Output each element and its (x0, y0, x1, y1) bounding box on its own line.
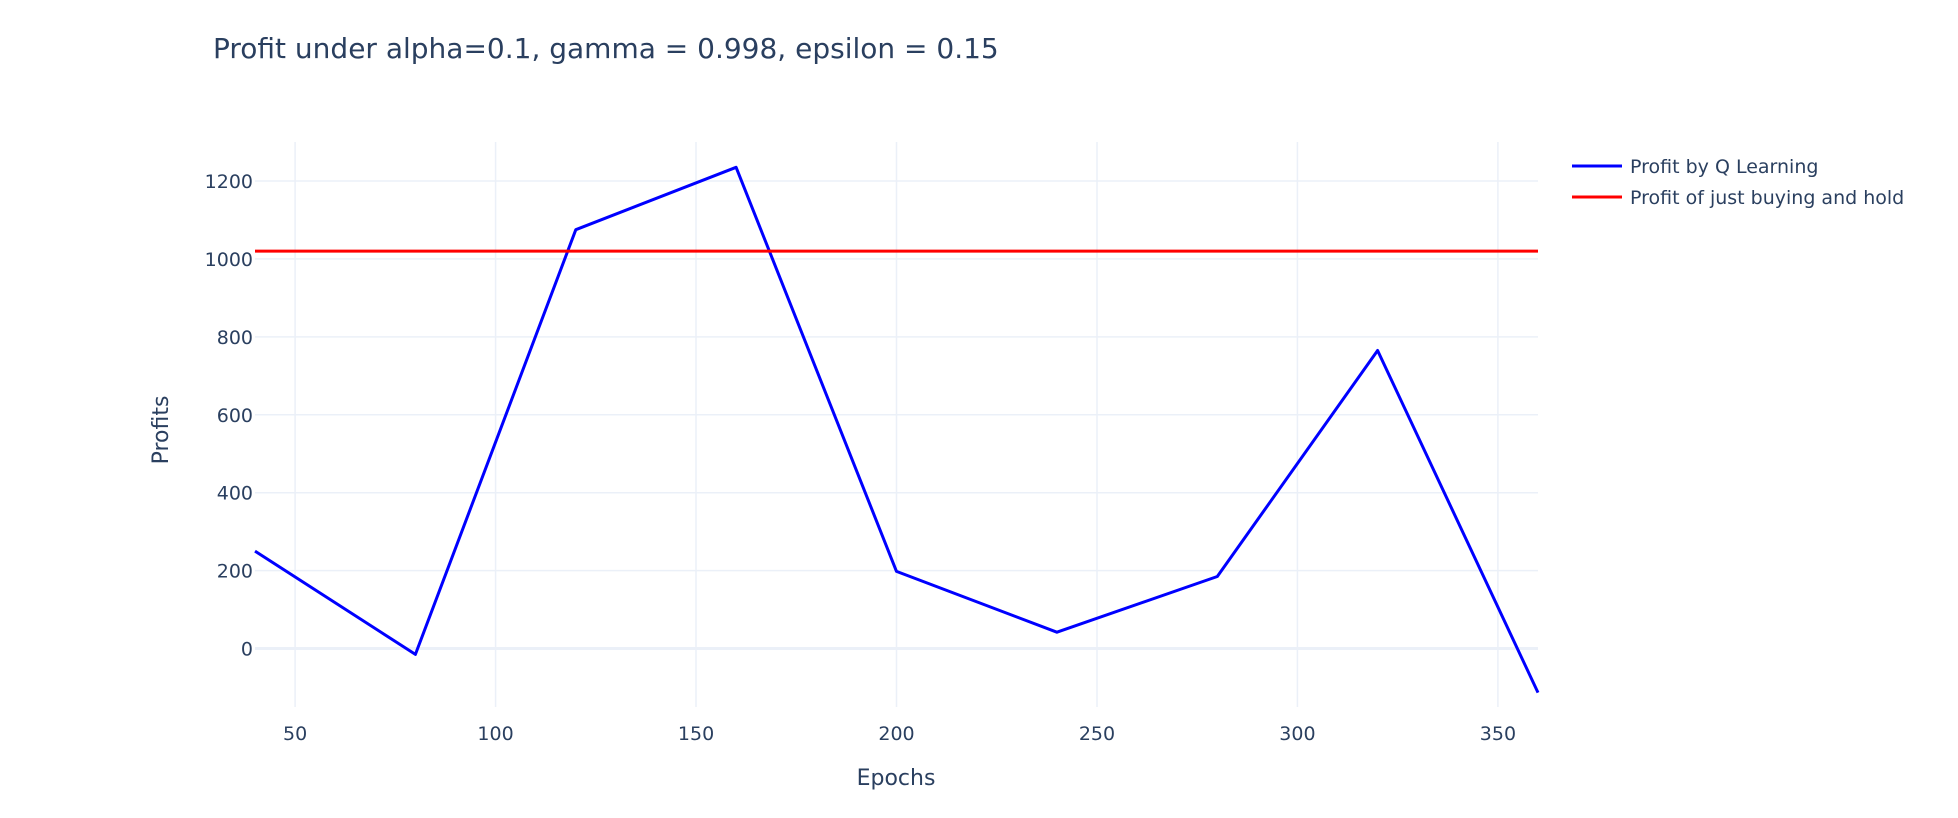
legend-label: Profit by Q Learning (1630, 156, 1818, 178)
x-tick-label: 200 (878, 723, 914, 745)
series-lines (254, 165, 1540, 694)
legend-item[interactable]: Profit of just buying and hold (1572, 187, 1904, 209)
y-tick-label: 600 (217, 405, 253, 427)
y-tick-label: 1000 (205, 249, 253, 271)
y-tick-label: 400 (217, 483, 253, 505)
y-axis-ticks: 0 200 400 600 800 1000 1200 (205, 171, 253, 661)
y-tick-label: 200 (217, 561, 253, 583)
legend: Profit by Q Learning Profit of just buyin… (1572, 156, 1904, 209)
x-tick-label: 150 (678, 723, 714, 745)
legend-item[interactable]: Profit by Q Learning (1572, 156, 1818, 178)
x-axis-title: Epochs (857, 766, 936, 791)
x-axis-ticks: 50 100 150 200 250 300 350 (283, 723, 1516, 745)
chart-title: Profit under alpha=0.1, gamma = 0.998, e… (213, 32, 999, 65)
y-tick-label: 0 (241, 639, 253, 661)
x-tick-label: 300 (1279, 723, 1315, 745)
x-tick-label: 250 (1079, 723, 1115, 745)
grid-lines (255, 142, 1538, 707)
y-tick-label: 1200 (205, 171, 253, 193)
legend-label: Profit of just buying and hold (1630, 187, 1904, 209)
x-tick-label: 100 (477, 723, 513, 745)
x-tick-label: 50 (283, 723, 307, 745)
series-line-1 (254, 165, 1540, 694)
x-tick-label: 350 (1480, 723, 1516, 745)
y-axis-title: Profits (149, 396, 174, 465)
y-tick-label: 800 (217, 327, 253, 349)
